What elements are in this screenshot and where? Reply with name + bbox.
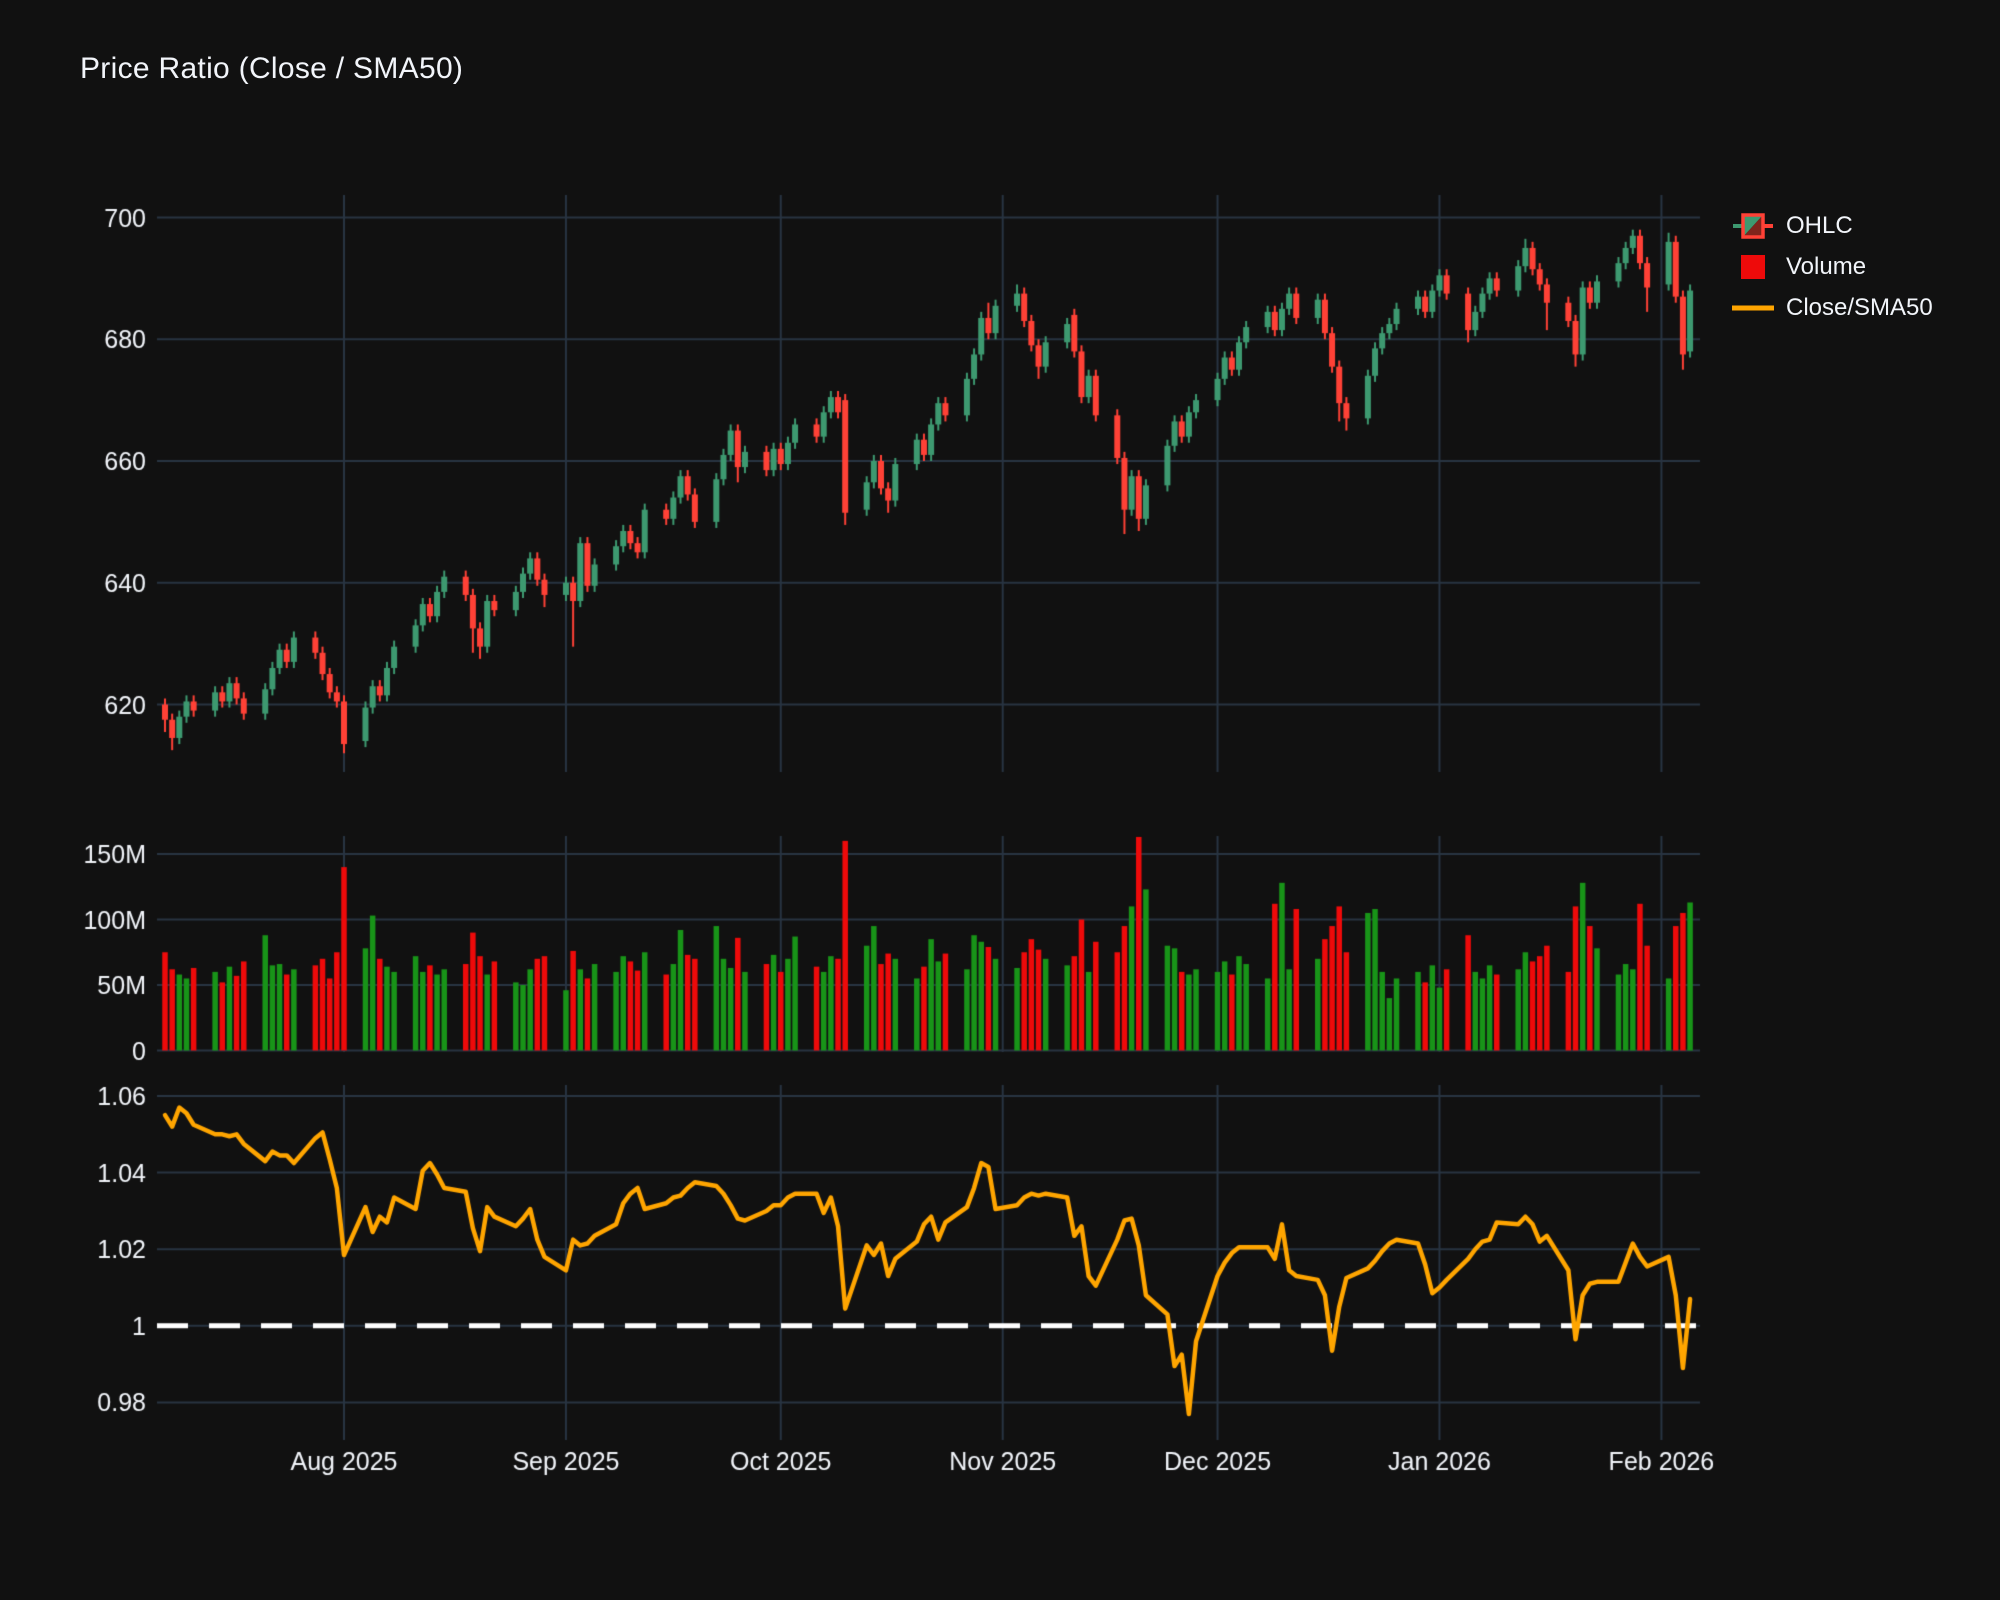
legend-label-ohlc: OHLC [1786,212,1853,239]
volume-bar-icon [1741,255,1765,279]
legend-label-volume: Volume [1786,253,1867,280]
page-title: Price Ratio (Close / SMA50) [80,52,464,85]
legend-item-ratio[interactable]: Close/SMA50 [1732,292,1933,324]
legend: OHLC Volume Close/SMA50 [1732,210,1933,324]
legend-item-ohlc[interactable]: OHLC [1732,210,1933,242]
candlestick-icon [1733,213,1773,239]
legend-item-volume[interactable]: Volume [1732,251,1933,283]
legend-label-ratio: Close/SMA50 [1786,294,1933,321]
ratio-line-icon [1732,305,1774,311]
